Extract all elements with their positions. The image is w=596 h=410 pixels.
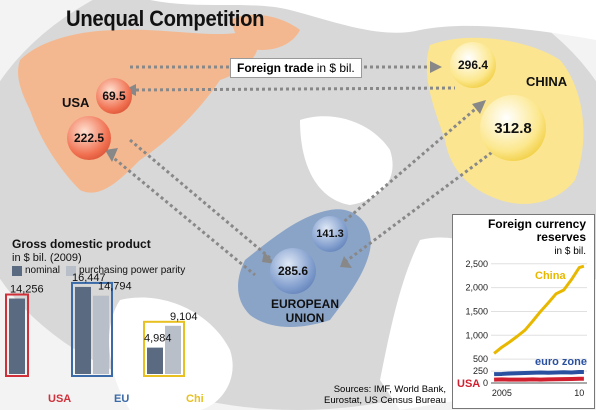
trade-bubble-eu-usa: 285.6 xyxy=(270,248,316,294)
gdp-value-label: 9,104 xyxy=(170,311,198,323)
gdp-heading: Gross domestic product xyxy=(12,237,151,251)
reserves-line-usa xyxy=(494,376,584,382)
arrow-eu-usa xyxy=(109,153,256,277)
gdp-bar-ppp-eu xyxy=(93,295,109,374)
arrow-usa-eu xyxy=(129,138,271,260)
arrowhead xyxy=(430,61,442,73)
y-tick-label: 1,000 xyxy=(465,330,488,340)
y-tick-label: 0 xyxy=(483,378,488,388)
x-tick-label: 10 xyxy=(574,388,584,398)
arrowhead xyxy=(105,148,118,162)
reserves-line-chart: 2,500 2,000 1,500 1,000 500 250 0 2005 10 China eu… xyxy=(457,259,587,398)
eu-label-line1: EUROPEAN xyxy=(270,297,339,311)
sources-line1: Sources: IMF, World Bank, xyxy=(333,384,446,395)
reserves-panel: Foreign currency reserves in $ bil. 2,50… xyxy=(452,214,595,409)
gdp-legend: nominal purchasing power parity xyxy=(12,265,185,276)
reserves-unit: in $ bil. xyxy=(554,246,586,257)
foreign-trade-title: Foreign trade xyxy=(237,61,314,75)
series-label-usa: USA xyxy=(457,378,480,390)
gdp-panel: Gross domestic product in $ bil. (2009) … xyxy=(4,234,204,410)
gdp-frame-usa xyxy=(5,293,29,377)
gdp-bar-nominal-usa xyxy=(9,298,25,374)
gdp-bar-nominal-eu xyxy=(75,286,91,374)
y-tick-label: 2,500 xyxy=(465,259,488,269)
legend-label-nominal: nominal xyxy=(25,265,61,276)
arrowhead xyxy=(340,256,352,268)
page-title: Unequal Competition xyxy=(66,6,265,31)
gdp-subheading: in $ bil. (2009) xyxy=(12,252,82,264)
china-label: CHINA xyxy=(526,74,568,89)
reserves-title: Foreign currency reserves xyxy=(488,218,586,244)
gdp-value-label: 4,984 xyxy=(144,333,172,345)
gdp-category-label: USA xyxy=(48,393,71,405)
trade-bubble-china-eu: 312.8 xyxy=(480,95,546,161)
arrowhead xyxy=(472,100,486,114)
reserves-line-china xyxy=(493,264,585,355)
gdp-category-label: EU xyxy=(114,393,129,405)
gdp-frame-china xyxy=(143,320,185,377)
foreign-trade-unit: in $ bil. xyxy=(316,61,355,75)
gdp-value-label: 16,447 xyxy=(72,272,106,284)
legend-label-ppp: purchasing power parity xyxy=(79,265,186,276)
trade-bubble-china-usa: 296.4 xyxy=(450,42,496,88)
foreign-trade-label: Foreign trade in $ bil. xyxy=(230,58,362,78)
x-tick-label: 2005 xyxy=(492,388,512,398)
usa-label: USA xyxy=(62,95,90,110)
trade-bubble-usa-eu: 222.5 xyxy=(67,116,111,160)
series-label-china: China xyxy=(535,270,566,282)
sources-note: Sources: IMF, World Bank, Eurostat, US C… xyxy=(324,384,446,406)
gdp-frame-eu xyxy=(71,281,113,377)
trade-bubble-usa-china: 69.5 xyxy=(96,78,132,114)
y-tick-label: 250 xyxy=(473,366,488,376)
y-tick-label: 1,500 xyxy=(465,306,488,316)
gdp-value-label: 14,794 xyxy=(98,281,132,293)
arrow-eu-china xyxy=(339,103,481,227)
gdp-value-label: 14,256 xyxy=(10,284,44,296)
eu-label-line2: UNION xyxy=(285,311,325,325)
arrow-china-eu xyxy=(344,148,496,264)
y-tick-label: 500 xyxy=(473,354,488,364)
arrow-china-usa xyxy=(129,86,456,92)
reserves-title-line1: Foreign currency xyxy=(487,217,586,231)
legend-swatch-nominal xyxy=(12,265,22,276)
usa-region-north xyxy=(230,14,300,50)
arctic-land xyxy=(0,0,596,40)
gdp-bar-ppp-china xyxy=(165,325,181,374)
gdp-bar-nominal-china xyxy=(147,347,163,374)
legend-swatch-ppp xyxy=(66,265,77,276)
y-tick-label: 2,000 xyxy=(465,283,488,293)
reserves-line-euro-zone xyxy=(494,370,584,377)
reserves-title-line2: reserves xyxy=(536,230,586,244)
sources-line2: Eurostat, US Census Bureau xyxy=(324,395,446,406)
series-label-euro-zone: euro zone xyxy=(535,356,587,368)
gdp-category-label: China xyxy=(186,393,204,405)
trade-bubble-eu-china: 141.3 xyxy=(312,216,348,252)
land-mass xyxy=(300,116,393,205)
